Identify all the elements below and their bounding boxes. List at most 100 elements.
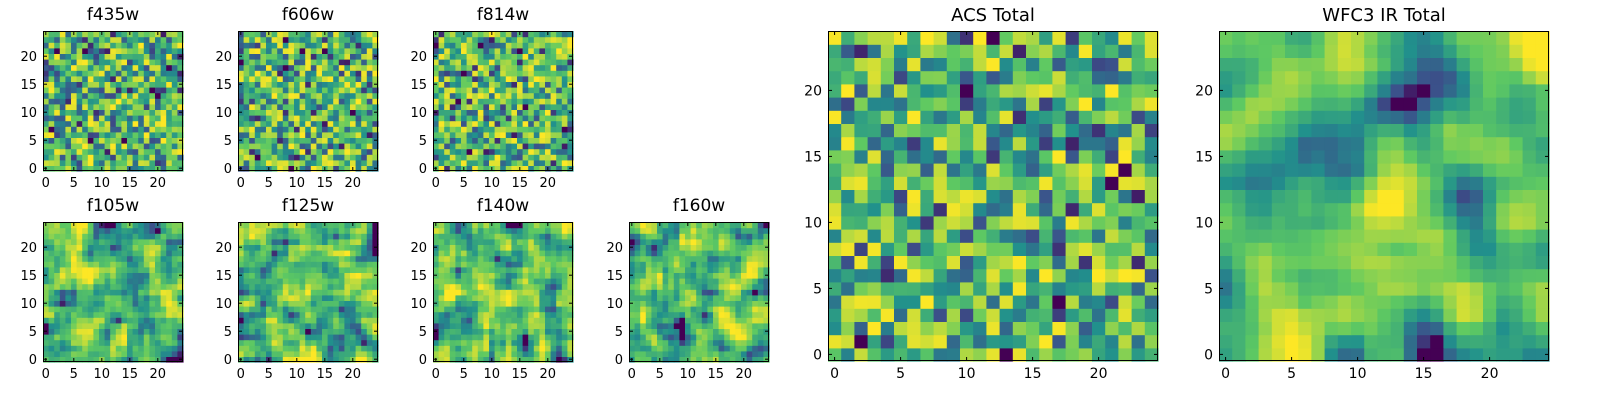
heatmap-cell bbox=[505, 137, 512, 144]
heatmap-cell bbox=[48, 272, 55, 279]
heatmap-cell bbox=[533, 278, 540, 285]
heatmap-cell bbox=[449, 334, 456, 341]
heatmap-cell bbox=[713, 294, 720, 301]
heatmap-cell bbox=[294, 227, 301, 234]
heatmap-cell bbox=[121, 131, 128, 138]
panel-title: f125w bbox=[281, 196, 335, 216]
heatmap-cell bbox=[271, 159, 278, 166]
heatmap-cell bbox=[110, 53, 117, 60]
heatmap-cell bbox=[48, 345, 55, 352]
heatmap-cell bbox=[54, 159, 61, 166]
heatmap-cell bbox=[266, 75, 273, 82]
heatmap-cell bbox=[907, 295, 921, 309]
heatmap-cell bbox=[171, 300, 178, 307]
heatmap-cell bbox=[662, 300, 669, 307]
heatmap-cell bbox=[266, 266, 273, 273]
heatmap-cell bbox=[127, 300, 134, 307]
heatmap-cell bbox=[121, 115, 128, 122]
heatmap-cell bbox=[316, 154, 323, 161]
heatmap-cell bbox=[629, 322, 636, 329]
heatmap-cell bbox=[322, 334, 329, 341]
heatmap-cell bbox=[138, 311, 145, 318]
heatmap-cell bbox=[338, 261, 345, 268]
heatmap-cell bbox=[466, 311, 473, 318]
heatmap-cell bbox=[138, 356, 145, 363]
heatmap-cell bbox=[160, 339, 167, 346]
heatmap-cell bbox=[166, 278, 173, 285]
heatmap-cell bbox=[249, 311, 256, 318]
heatmap-cell bbox=[517, 59, 524, 66]
heatmap-cell bbox=[757, 272, 764, 279]
heatmap-cell bbox=[138, 300, 145, 307]
heatmap-cell bbox=[735, 227, 742, 234]
heatmap-cell bbox=[260, 70, 267, 77]
heatmap-cell bbox=[310, 227, 317, 234]
heatmap-cell bbox=[679, 339, 686, 346]
heatmap-cell bbox=[668, 244, 675, 251]
heatmap-cell bbox=[505, 64, 512, 71]
heatmap-cell bbox=[65, 70, 72, 77]
y-tick-label: 20 bbox=[410, 241, 427, 256]
heatmap-cell bbox=[127, 227, 134, 234]
heatmap-cell bbox=[517, 70, 524, 77]
heatmap-cell bbox=[455, 283, 462, 290]
heatmap-cell bbox=[132, 154, 139, 161]
heatmap-cell bbox=[310, 59, 317, 66]
heatmap-cell bbox=[986, 229, 1001, 243]
heatmap-cell bbox=[522, 148, 529, 155]
heatmap-cell bbox=[249, 233, 256, 240]
heatmap-cell bbox=[629, 266, 636, 273]
heatmap-cell bbox=[104, 328, 111, 335]
heatmap-cell bbox=[277, 238, 284, 245]
heatmap-cell bbox=[361, 233, 368, 240]
heatmap-cell bbox=[327, 75, 334, 82]
heatmap-cell bbox=[54, 233, 61, 240]
heatmap-cell bbox=[444, 92, 451, 99]
heatmap-cell bbox=[76, 154, 83, 161]
heatmap-cell bbox=[556, 278, 563, 285]
heatmap-cell bbox=[1078, 321, 1093, 336]
heatmap-cell bbox=[511, 81, 518, 88]
heatmap-cell bbox=[505, 350, 512, 357]
heatmap-cell bbox=[59, 81, 66, 88]
heatmap-cell bbox=[355, 126, 362, 133]
heatmap-cell bbox=[533, 126, 540, 133]
heatmap-cell bbox=[282, 311, 289, 318]
heatmap-cell bbox=[282, 238, 289, 245]
heatmap-cell bbox=[138, 328, 145, 335]
heatmap-cell bbox=[690, 328, 697, 335]
heatmap-cell bbox=[110, 131, 117, 138]
heatmap-cell bbox=[657, 278, 664, 285]
heatmap-cell bbox=[752, 300, 759, 307]
heatmap-cell bbox=[344, 109, 351, 116]
heatmap-cell bbox=[455, 53, 462, 60]
heatmap-cell bbox=[160, 222, 167, 229]
heatmap-cell bbox=[1065, 295, 1080, 309]
heatmap-cell bbox=[494, 143, 501, 150]
heatmap-cell bbox=[556, 92, 563, 99]
heatmap-cell bbox=[361, 322, 368, 329]
heatmap-cell bbox=[238, 115, 245, 122]
heatmap-cell bbox=[545, 244, 552, 251]
heatmap-cell bbox=[316, 31, 323, 38]
heatmap-cell bbox=[673, 311, 680, 318]
heatmap-cell bbox=[438, 261, 445, 268]
heatmap-cell bbox=[854, 149, 869, 164]
heatmap-cell bbox=[65, 98, 72, 105]
heatmap-cell bbox=[366, 131, 373, 138]
heatmap-cell bbox=[115, 70, 122, 77]
heatmap-cell bbox=[366, 115, 373, 122]
heatmap-cell bbox=[76, 311, 83, 318]
heatmap-cell bbox=[243, 311, 250, 318]
heatmap-cell bbox=[550, 345, 557, 352]
heatmap-cell bbox=[444, 53, 451, 60]
heatmap-cell bbox=[266, 272, 273, 279]
heatmap-cell bbox=[466, 300, 473, 307]
heatmap-cell bbox=[243, 345, 250, 352]
heatmap-cell bbox=[177, 311, 184, 318]
heatmap-cell bbox=[115, 266, 122, 273]
heatmap-cell bbox=[171, 154, 178, 161]
heatmap-cell bbox=[327, 350, 334, 357]
heatmap-cell bbox=[746, 233, 753, 240]
heatmap-cell bbox=[71, 322, 78, 329]
